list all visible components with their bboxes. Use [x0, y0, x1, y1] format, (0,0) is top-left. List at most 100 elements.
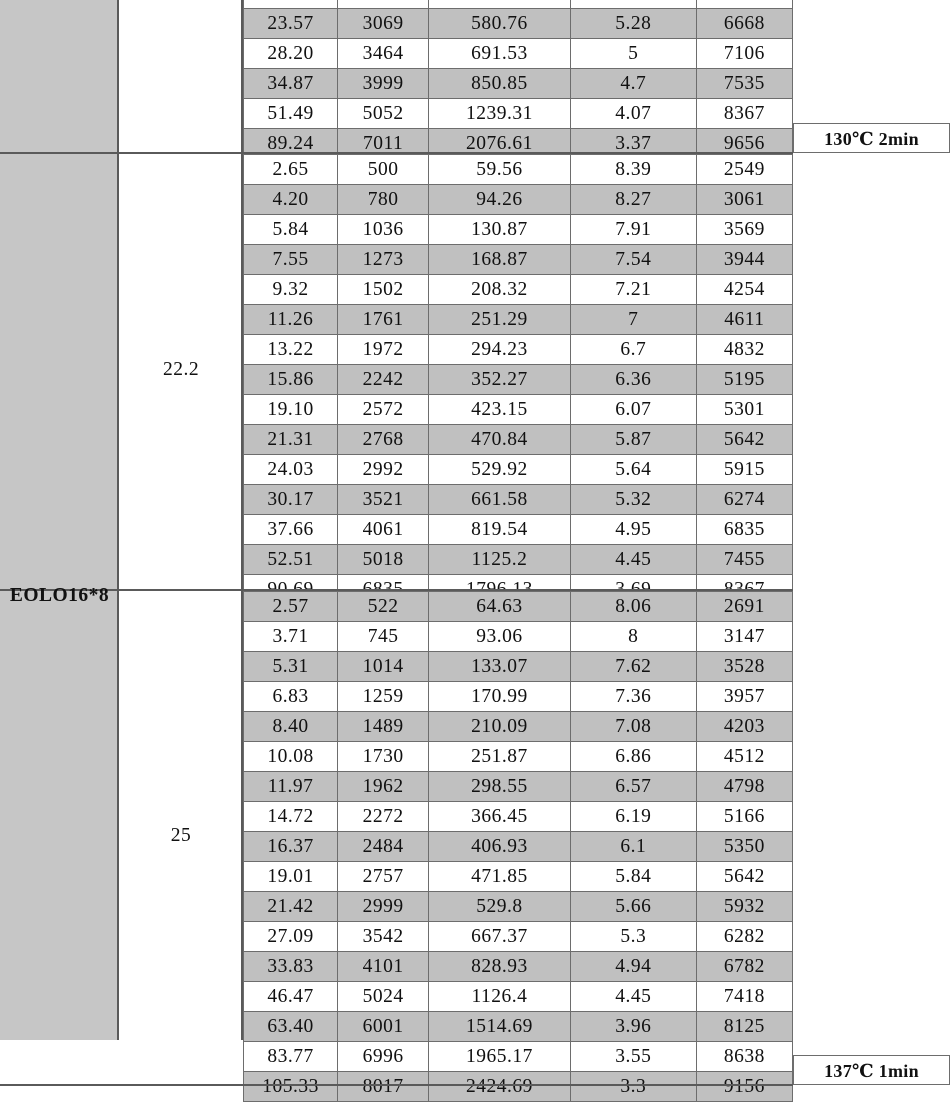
table-cell-c4: 8 — [569, 621, 697, 652]
table-cell-c4: 5.64 — [569, 454, 697, 485]
table-cell-c5: 3061 — [695, 184, 794, 215]
table-row: 30.17 3521 661.58 5.32 6274 — [242, 484, 794, 515]
table-cell-c1: 21.42 — [242, 891, 339, 922]
table-cell-c1: 37.66 — [242, 514, 339, 545]
table-cell-c5: 3528 — [695, 651, 794, 682]
table-cell-c5: 5166 — [695, 801, 794, 832]
table-cell-c3: 251.87 — [428, 741, 571, 772]
table-cell-c3: 1126.4 — [428, 981, 571, 1012]
table-cell-c3: 1239.31 — [428, 98, 571, 129]
table-row: 7.55 1273 168.87 7.54 3944 — [242, 244, 794, 275]
table-cell-c4: 5.87 — [569, 424, 697, 455]
table-cell-c3: 59.56 — [428, 154, 571, 185]
table-cell-c4: 7.08 — [569, 711, 697, 742]
table-cell-c3: 298.55 — [428, 771, 571, 802]
table-cell-c2: 3999 — [337, 68, 430, 99]
table-cell-c5: 8125 — [695, 1011, 794, 1042]
table-cell-c1: 7.55 — [242, 244, 339, 275]
table-row: 21.42 2999 529.8 5.66 5932 — [242, 891, 794, 922]
table-cell-c5: 6782 — [695, 951, 794, 982]
table-row: 13.22 1972 294.23 6.7 4832 — [242, 334, 794, 365]
table-cell-c1: 16.37 — [242, 831, 339, 862]
table-cell-c5: 5195 — [695, 364, 794, 395]
table-row: 37.66 4061 819.54 4.95 6835 — [242, 514, 794, 545]
table-cell-c3: 210.09 — [428, 711, 571, 742]
table-cell-c2: 1273 — [337, 244, 430, 275]
table-cell-c3: 251.29 — [428, 304, 571, 335]
table-cell-c2: 2572 — [337, 394, 430, 425]
table-cell-c3: 580.76 — [428, 8, 571, 39]
data-grid-block-25: 2.57 522 64.63 8.06 2691 3.71 745 93.06 8 3147 5.3… — [242, 591, 794, 1102]
table-cell-c4: 4.7 — [569, 68, 697, 99]
table-cell-c4: 5.92 — [569, 0, 697, 9]
table-row: 19.10 2572 423.15 6.07 5301 — [242, 394, 794, 425]
table-row: 5.31 1014 133.07 7.62 3528 — [242, 651, 794, 682]
table-row: 20.342777502.075.926342 — [242, 0, 794, 9]
table-cell-c1: 2.65 — [242, 154, 339, 185]
table-cell-c5: 4611 — [695, 304, 794, 335]
table-row: 14.72 2272 366.45 6.19 5166 — [242, 801, 794, 832]
table-cell-c5: 3147 — [695, 621, 794, 652]
table-cell-c1: 20.34 — [242, 0, 339, 9]
table-cell-c5: 6282 — [695, 921, 794, 952]
table-cell-c5: 8367 — [695, 98, 794, 129]
table-cell-c4: 7.91 — [569, 214, 697, 245]
table-cell-c5: 6835 — [695, 514, 794, 545]
process-note-block-top: 130℃ 2min — [793, 123, 950, 153]
table-cell-c2: 4061 — [337, 514, 430, 545]
table-row: 33.83 4101 828.93 4.94 6782 — [242, 951, 794, 982]
table-cell-c1: 13.22 — [242, 334, 339, 365]
table-cell-c1: 14.72 — [242, 801, 339, 832]
table-cell-c3: 94.26 — [428, 184, 571, 215]
table-cell-c3: 366.45 — [428, 801, 571, 832]
table-cell-c1: 8.40 — [242, 711, 339, 742]
table-cell-c5: 7418 — [695, 981, 794, 1012]
table-cell-c5: 4798 — [695, 771, 794, 802]
table-cell-c1: 21.31 — [242, 424, 339, 455]
table-cell-c4: 4.94 — [569, 951, 697, 982]
table-cell-c3: 471.85 — [428, 861, 571, 892]
table-cell-c5: 9156 — [695, 1071, 794, 1102]
table-cell-c2: 6001 — [337, 1011, 430, 1042]
table-cell-c1: 5.31 — [242, 651, 339, 682]
table-cell-c1: 23.57 — [242, 8, 339, 39]
table-cell-c4: 7.54 — [569, 244, 697, 275]
table-cell-c2: 1730 — [337, 741, 430, 772]
table-cell-c2: 2484 — [337, 831, 430, 862]
table-cell-c2: 6996 — [337, 1041, 430, 1072]
table-cell-c2: 1259 — [337, 681, 430, 712]
table-row: 83.77 6996 1965.17 3.55 8638 — [242, 1041, 794, 1072]
table-cell-c5: 3944 — [695, 244, 794, 275]
table-cell-c5: 3957 — [695, 681, 794, 712]
table-row: 16.37 2484 406.93 6.1 5350 — [242, 831, 794, 862]
table-cell-c5: 3569 — [695, 214, 794, 245]
table-cell-c2: 2992 — [337, 454, 430, 485]
table-cell-c4: 7.62 — [569, 651, 697, 682]
table-cell-c4: 4.45 — [569, 981, 697, 1012]
table-bottom-rule — [0, 1084, 793, 1086]
table-row: 105.33 8017 2424.69 3.3 9156 — [242, 1071, 794, 1102]
table-cell-c2: 780 — [337, 184, 430, 215]
table-cell-c3: 529.8 — [428, 891, 571, 922]
table-cell-c4: 8.27 — [569, 184, 697, 215]
table-cell-c2: 2768 — [337, 424, 430, 455]
table-cell-c2: 2777 — [337, 0, 430, 9]
table-cell-c4: 7 — [569, 304, 697, 335]
table-cell-c3: 406.93 — [428, 831, 571, 862]
table-cell-c4: 8.39 — [569, 154, 697, 185]
table-cell-c1: 10.08 — [242, 741, 339, 772]
table-cell-c3: 661.58 — [428, 484, 571, 515]
table-cell-c5: 5350 — [695, 831, 794, 862]
group-label-block-25: 25 — [170, 824, 192, 846]
table-cell-c3: 168.87 — [428, 244, 571, 275]
table-cell-c4: 6.1 — [569, 831, 697, 862]
table-cell-c3: 170.99 — [428, 681, 571, 712]
table-cell-c1: 3.71 — [242, 621, 339, 652]
table-cell-c4: 5.3 — [569, 921, 697, 952]
table-cell-c1: 63.40 — [242, 1011, 339, 1042]
table-cell-c4: 6.86 — [569, 741, 697, 772]
table-cell-c1: 5.84 — [242, 214, 339, 245]
table-cell-c1: 9.32 — [242, 274, 339, 305]
table-cell-c1: 51.49 — [242, 98, 339, 129]
